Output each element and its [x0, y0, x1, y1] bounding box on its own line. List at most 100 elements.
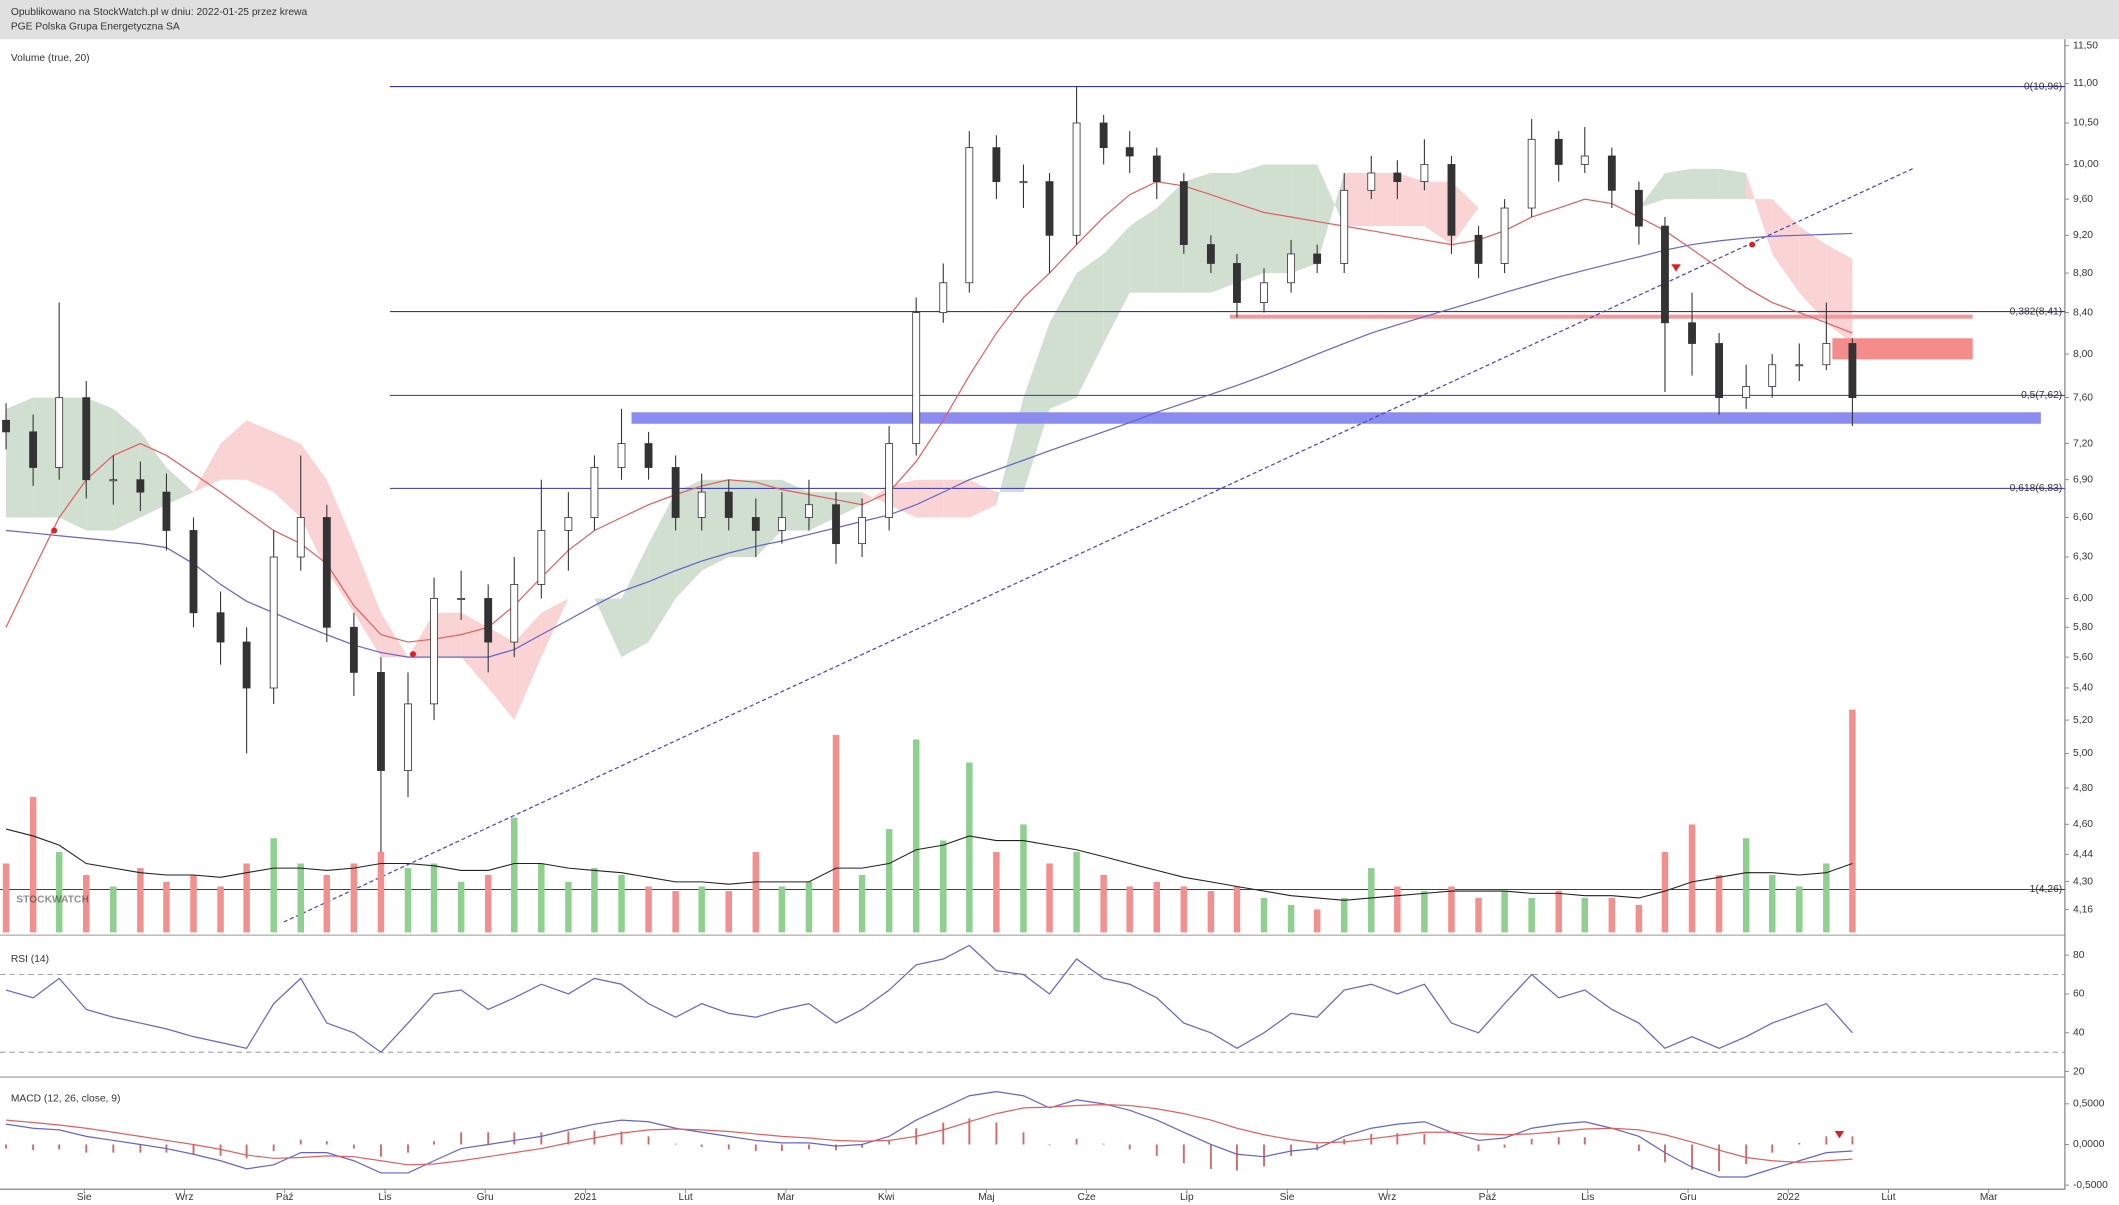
candle-body [751, 517, 760, 531]
histogram-bar [1236, 1144, 1238, 1171]
candle-body [322, 517, 331, 628]
indicator-line [5, 1104, 1853, 1166]
volume-bar [1555, 891, 1562, 933]
volume-bar [484, 875, 492, 933]
y-tick-label: 4,30 [2073, 876, 2093, 887]
volume-bar [591, 868, 598, 933]
candle-body [617, 443, 626, 468]
panel-title: Volume (true, 20) [11, 53, 90, 64]
indicator-line [5, 944, 1853, 1053]
cloud-segment [1772, 199, 1800, 293]
volume-bar [1287, 904, 1295, 933]
volume-bar [457, 881, 465, 933]
x-tick-label: Cze [1077, 1192, 1096, 1203]
histogram-bar [272, 1144, 275, 1151]
volume-bar [778, 886, 786, 933]
cloud-segment [1210, 172, 1237, 293]
cloud-segment [461, 612, 489, 688]
cloud-segment [1826, 244, 1853, 344]
histogram-bar [460, 1132, 463, 1145]
volume-bar [1260, 897, 1268, 933]
volume-bar [1421, 891, 1428, 933]
cloud-segment [514, 612, 542, 721]
y-tick-label: 80 [2073, 950, 2085, 961]
volume-bar [1046, 863, 1053, 933]
cloud-segment [220, 420, 247, 480]
candle-body [805, 504, 813, 518]
volume-bar [832, 734, 840, 933]
fib-label: 0,618(6,83) [2010, 483, 2063, 494]
y-tick-label: 6,30 [2073, 552, 2093, 563]
candle-body [189, 530, 198, 614]
histogram-bar [1209, 1144, 1212, 1169]
volume-bar [912, 739, 920, 933]
volume-bar [966, 762, 973, 933]
cloud-segment [1103, 226, 1130, 344]
histogram-bar [1396, 1133, 1399, 1145]
histogram-bar [85, 1144, 88, 1153]
candle-body [832, 504, 840, 545]
volume-bar [940, 840, 947, 933]
x-tick-label: Lis [378, 1192, 391, 1203]
histogram-bar [1745, 1144, 1748, 1164]
watermark: STOCKWATCH [16, 895, 89, 906]
volume-bar [538, 863, 545, 933]
volume-bar [1661, 852, 1669, 933]
x-tick-label: Lip [1180, 1192, 1194, 1203]
histogram-bar [1423, 1133, 1426, 1145]
volume-bar [83, 875, 90, 933]
y-tick-label: 5,20 [2073, 715, 2093, 726]
panel-title: RSI (14) [11, 954, 49, 965]
y-tick-label: 6,90 [2073, 474, 2093, 485]
cloud-segment [1799, 226, 1827, 323]
x-tick-label: Lis [1581, 1192, 1594, 1203]
zone [1832, 338, 1973, 360]
volume-bar [1153, 881, 1161, 933]
histogram-bar [112, 1144, 115, 1153]
volume-bar [752, 852, 760, 933]
volume-bar [1475, 897, 1482, 933]
y-tick-label: 20 [2073, 1066, 2085, 1077]
y-tick-label: 11,00 [2073, 78, 2098, 89]
cloud-segment [781, 479, 809, 531]
fib-label: 0,382(8,41) [2010, 306, 2063, 317]
y-tick-label: 0,0000 [2073, 1139, 2105, 1150]
x-tick-label: Gru [477, 1192, 494, 1203]
volume-bar [1313, 909, 1321, 933]
volume-bar [1796, 886, 1803, 933]
cloud-segment [1638, 172, 1665, 209]
x-tick-label: Gru [1679, 1192, 1696, 1203]
y-tick-label: 6,00 [2073, 593, 2093, 604]
candle-body [590, 467, 599, 518]
histogram-bar [780, 1144, 783, 1151]
cloud-segment [300, 443, 327, 571]
x-tick-label: Mar [1980, 1192, 1998, 1203]
volume-bar [1448, 886, 1455, 933]
cloud-segment [1692, 168, 1720, 200]
cloud-segment [140, 431, 167, 518]
volume-bar [163, 881, 170, 933]
volume-bar [110, 886, 117, 933]
candle-body [644, 443, 653, 468]
cloud-segment [434, 612, 462, 658]
volume-bar [1340, 897, 1348, 933]
histogram-bar [219, 1144, 222, 1156]
histogram-bar [1583, 1137, 1586, 1145]
candle-body [29, 431, 38, 468]
cloud-segment [1317, 164, 1345, 264]
candle-body [1420, 164, 1429, 183]
histogram-bar [888, 1140, 891, 1145]
volume-bar [430, 863, 438, 933]
histogram-bar [1048, 1144, 1051, 1146]
histogram-bar [1691, 1144, 1693, 1170]
candle-body [537, 530, 546, 585]
volume-bar [377, 852, 385, 933]
cloud-segment [33, 397, 60, 518]
histogram-bar [487, 1132, 490, 1145]
volume-bar [1823, 863, 1830, 933]
histogram-bar [407, 1144, 409, 1153]
volume-bar [1742, 838, 1750, 933]
candle-body [697, 491, 706, 518]
volume-bar [1100, 875, 1107, 933]
